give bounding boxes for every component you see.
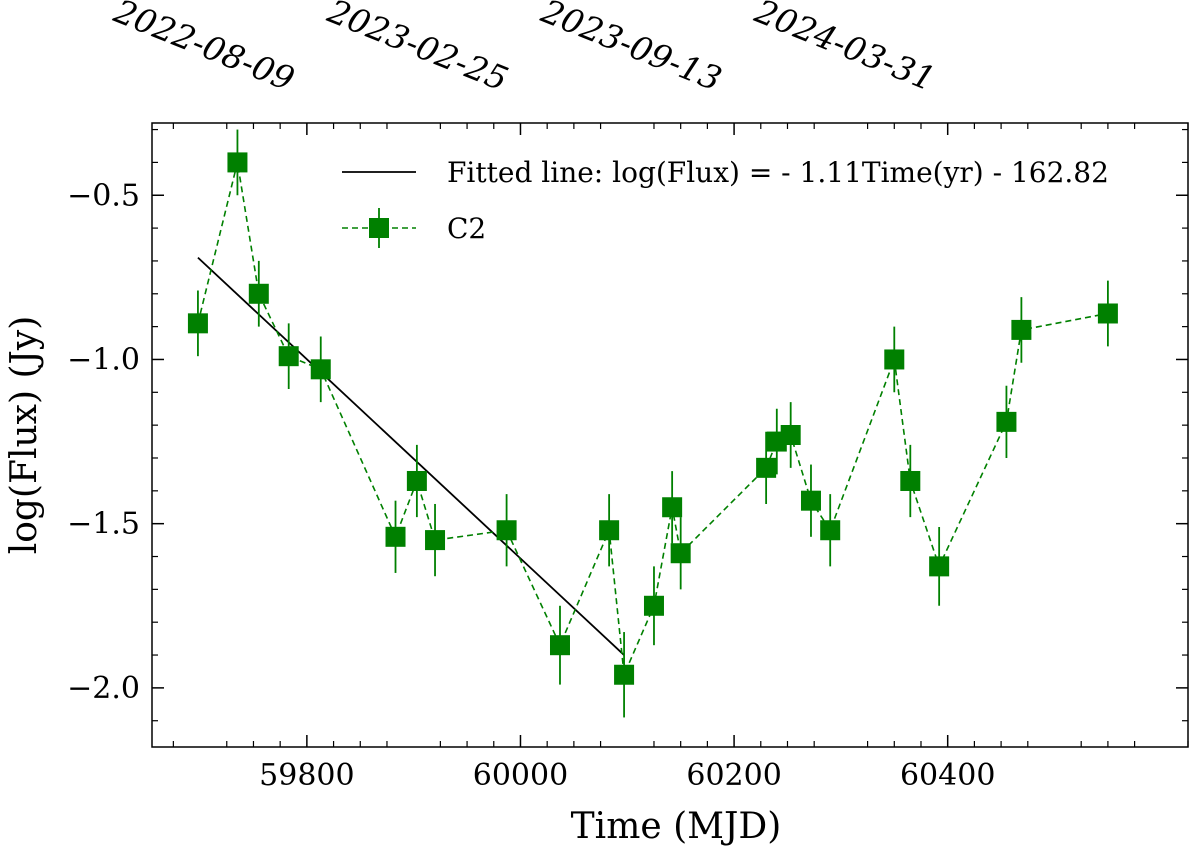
c2-data-point: [310, 359, 331, 380]
c2-data-point: [187, 313, 208, 334]
top-date-label: 2023-09-13: [535, 0, 727, 99]
c2-data-point: [662, 497, 683, 518]
c2-data-point: [549, 635, 570, 656]
c2-data-point: [227, 152, 248, 173]
c2-data-point: [780, 425, 801, 445]
legend-c2-label: C2: [447, 212, 486, 245]
x-tick-label: 60400: [900, 758, 995, 793]
plot-area: [187, 129, 1118, 718]
c2-data-point: [1097, 303, 1118, 324]
x-tick-label: 60200: [686, 758, 781, 793]
c2-data-point: [884, 349, 905, 370]
c2-data-point: [599, 520, 620, 541]
plot-frame: [151, 122, 1189, 748]
top-date-label: 2022-08-09: [108, 0, 300, 99]
x-tick-label: 60000: [473, 758, 568, 793]
c2-series-line: [197, 162, 1109, 678]
y-axis-label: log(Flux) (Jy): [4, 316, 45, 555]
c2-data-point: [643, 595, 664, 616]
y-tick-label: −0.5: [67, 178, 140, 213]
fitted-line: [197, 256, 625, 656]
legend-fit-label: Fitted line: log(Flux) = - 1.11Time(yr) …: [447, 156, 1109, 189]
c2-data-point: [278, 346, 299, 367]
top-date-label: 2024-03-31: [749, 0, 941, 99]
axes: 59800 60000 60200 60400 −0.5 −1.0 −1.5 −2.0: [67, 122, 1189, 793]
c2-data-point: [425, 530, 446, 551]
c2-data-point: [248, 283, 269, 304]
x-tick-label: 59800: [259, 758, 354, 793]
y-tick-label: −1.0: [67, 342, 140, 377]
c2-data-point: [614, 664, 635, 685]
c2-data-point: [996, 411, 1017, 432]
c2-data-point: [756, 457, 777, 478]
x-axis-label: Time (MJD): [571, 806, 782, 847]
c2-data-point: [496, 520, 517, 541]
c2-data-point: [406, 470, 427, 491]
top-date-label: 2023-02-25: [322, 0, 514, 99]
y-tick-label: −1.5: [67, 507, 140, 542]
y-tick-label: −2.0: [67, 671, 140, 706]
c2-data-point: [385, 526, 406, 547]
c2-data-point: [929, 556, 950, 577]
c2-data-point: [1011, 319, 1032, 340]
legend: Fitted line: log(Flux) = - 1.11Time(yr) …: [342, 156, 1109, 248]
c2-data-point: [820, 520, 841, 541]
c2-data-point: [900, 470, 921, 491]
top-date-axis: 2022-08-09 2023-02-25 2023-09-13 2024-03-31: [108, 0, 941, 99]
legend-c2-marker-swatch: [369, 218, 389, 238]
c2-data-point: [800, 490, 821, 511]
c2-data-point: [670, 543, 691, 564]
